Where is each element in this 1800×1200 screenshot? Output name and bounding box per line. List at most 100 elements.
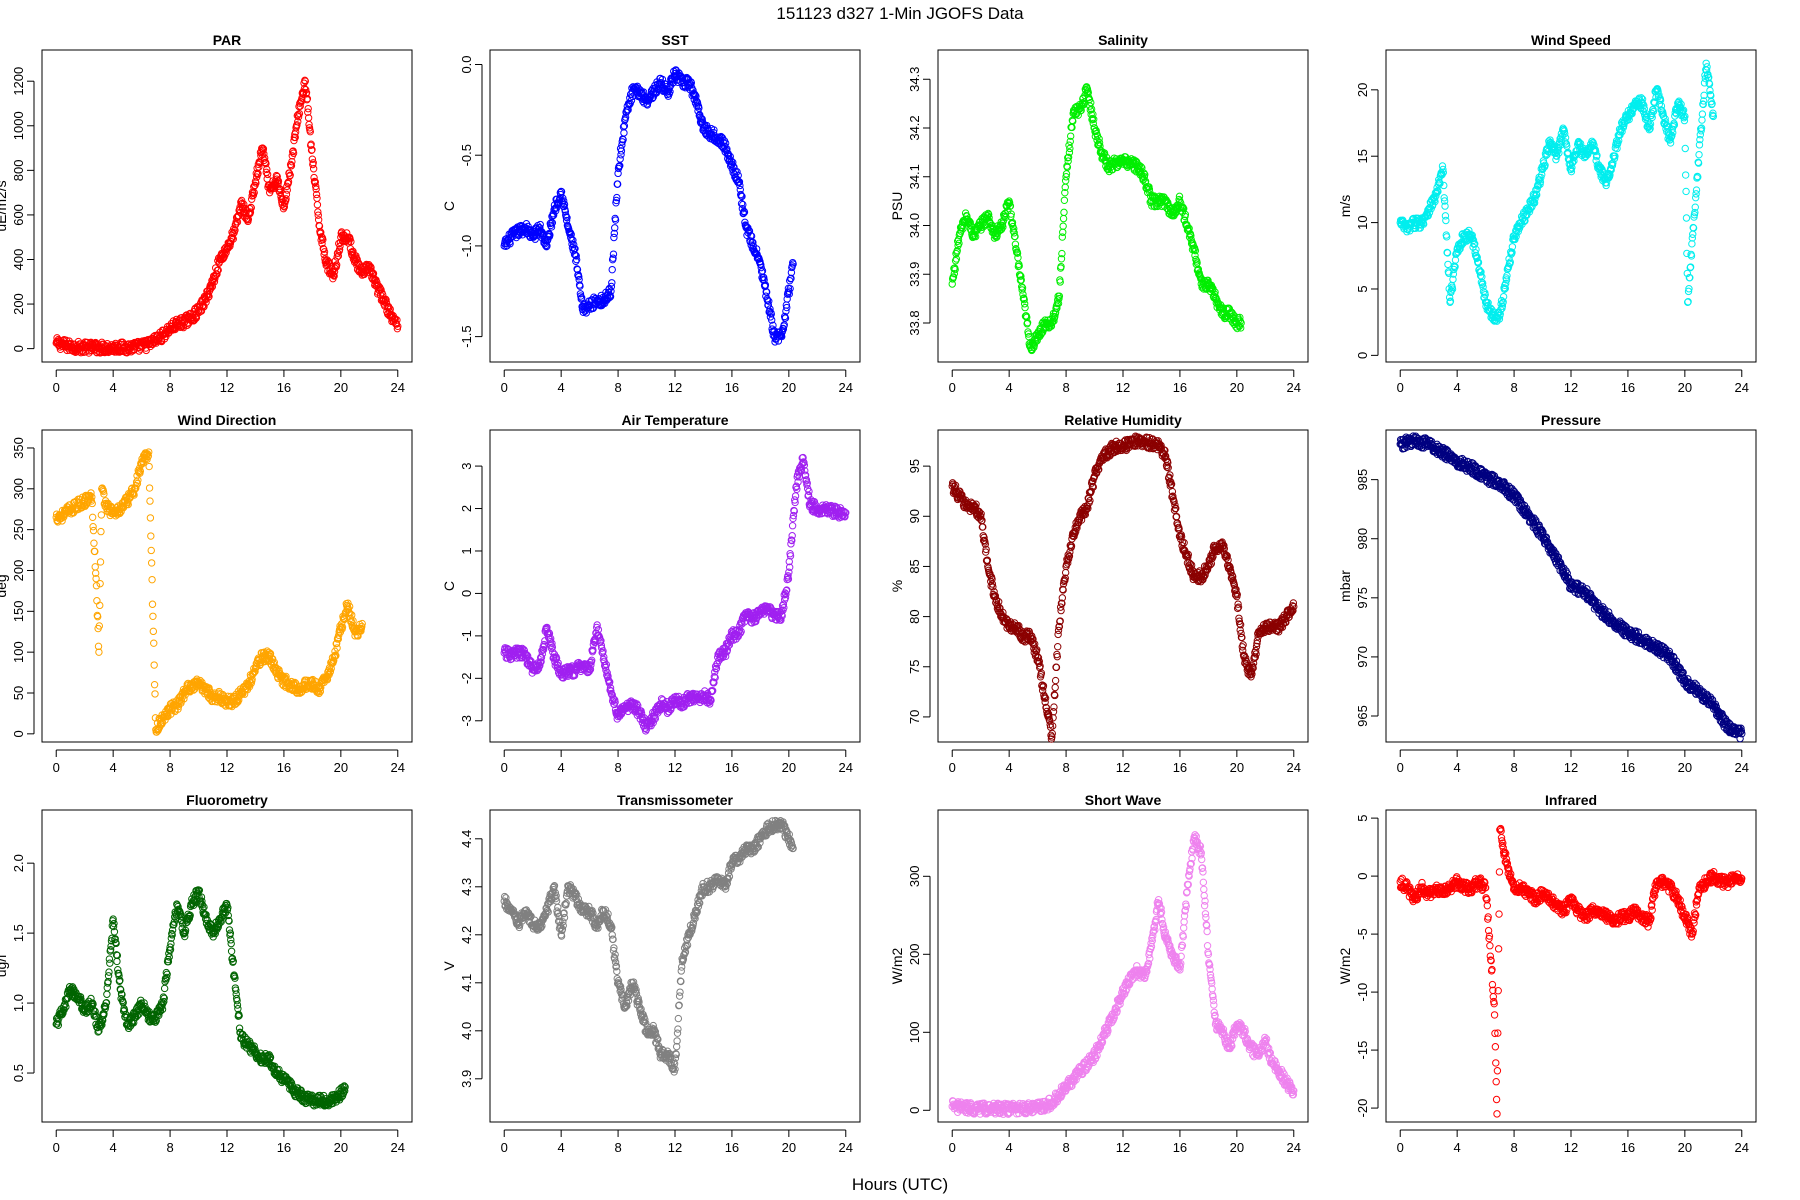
wind-speed-data-point: [1503, 272, 1511, 280]
sst-trace-point: [779, 325, 788, 333]
wind-direction-trace-point: [150, 639, 158, 647]
wind-speed-trace-point: [1431, 198, 1439, 206]
wind-speed-trace-point: [1434, 187, 1442, 196]
salinity-trace-point: [951, 265, 959, 274]
air-temperature-x-tick-label: 4: [558, 760, 565, 775]
wind-direction-y-tick-label: 350: [11, 437, 26, 459]
par-trace-point: [183, 321, 191, 330]
salinity-trace-point: [1140, 169, 1148, 177]
salinity-trace-point: [1066, 144, 1074, 153]
sst-x-tick-label: 0: [501, 380, 508, 395]
relative-humidity-y-tick-label: 85: [907, 559, 922, 573]
air-temperature-trace-point: [788, 532, 796, 540]
relative-humidity-x-tick-label: 20: [1230, 760, 1244, 775]
wind-speed-x-tick-label: 24: [1735, 380, 1749, 395]
par-data-point: [308, 155, 317, 163]
par-trace-point: [200, 303, 208, 311]
wind-direction-x-tick-label: 12: [220, 760, 234, 775]
par-trace-point: [309, 165, 318, 173]
par-trace-point: [301, 86, 310, 94]
sst-data-point: [789, 260, 797, 268]
sst-trace-point: [757, 263, 765, 272]
par-trace-point: [274, 177, 283, 185]
wind-direction-trace-point: [147, 546, 155, 555]
salinity-trace-point: [1059, 214, 1068, 223]
sst-trace-point: [729, 158, 737, 167]
salinity-trace-point: [1007, 210, 1015, 218]
salinity-trace-point: [1069, 117, 1077, 126]
salinity-trace-point: [1005, 199, 1014, 207]
salinity-trace-point: [1053, 304, 1061, 312]
sst-trace-point: [545, 229, 553, 238]
wind-direction-trace-point: [147, 559, 156, 567]
wind-speed-trace-point: [1442, 216, 1450, 225]
par-x-tick-label: 8: [166, 380, 173, 395]
salinity-trace-point: [1064, 153, 1073, 162]
wind-direction-y-tick-label: 100: [11, 641, 26, 663]
sst-trace-point: [708, 130, 716, 138]
relative-humidity-y-tick-label: 80: [907, 609, 922, 623]
sst-trace-point: [752, 245, 761, 253]
sst-trace-point: [610, 229, 619, 238]
sst-trace-point: [693, 99, 702, 107]
par-trace-point: [227, 237, 235, 246]
sst-trace-point: [738, 192, 746, 201]
par-trace-point: [260, 154, 269, 162]
sst-data-point: [763, 296, 772, 305]
wind-speed-y-tick-label: 15: [1355, 149, 1370, 163]
sst-trace-point: [611, 224, 619, 232]
wind-direction-y-tick-label: 50: [11, 686, 26, 700]
wind-speed-trace-point: [1425, 208, 1434, 217]
relative-humidity-ylabel: %: [889, 580, 905, 592]
wind-speed-trace-point: [1440, 181, 1448, 190]
par-x-tick-label: 12: [220, 380, 234, 395]
sst-trace-point: [749, 238, 757, 247]
salinity-trace-point: [1010, 229, 1018, 237]
salinity-title: Salinity: [1098, 32, 1148, 48]
salinity-trace-point: [1061, 188, 1069, 197]
par-trace-point: [314, 208, 322, 216]
sst-y-tick-label: -1.0: [459, 235, 474, 257]
relative-humidity-x-tick-label: 24: [1287, 760, 1301, 775]
air-temperature-x-tick-label: 24: [839, 760, 853, 775]
par-trace-point: [334, 249, 342, 257]
salinity-trace-point: [966, 218, 974, 227]
salinity-trace-point: [1066, 132, 1075, 140]
salinity-trace-point: [1088, 114, 1097, 123]
wind-direction-x-tick-label: 16: [277, 760, 291, 775]
sst-trace-point: [606, 292, 615, 301]
par-trace-point: [228, 234, 237, 242]
par-y-tick-label: 200: [11, 293, 26, 315]
salinity-trace-point: [1002, 213, 1010, 222]
sst-trace-point: [735, 178, 744, 186]
sst-trace-point: [727, 157, 736, 165]
salinity-trace-point: [1033, 336, 1041, 345]
wind-direction-ylabel: deg: [0, 574, 9, 597]
sst-trace-point: [572, 255, 581, 264]
wind-direction-trace-point: [88, 513, 97, 522]
wind-speed-trace-point: [1692, 186, 1701, 194]
wind-speed-trace-point: [1689, 224, 1698, 232]
sst-trace-point: [710, 126, 718, 134]
wind-direction-trace-point: [151, 690, 159, 698]
relative-humidity-trace-point: [1050, 703, 1058, 711]
sst-y-tick-label: -1.5: [459, 325, 474, 347]
sst-trace-point: [552, 204, 561, 212]
wind-direction-trace-point: [93, 597, 101, 605]
par-trace-point: [246, 208, 255, 216]
salinity-trace-point: [1087, 105, 1096, 113]
sst-trace-point: [767, 316, 776, 324]
par-x-tick-label: 4: [110, 380, 117, 395]
salinity-trace-point: [979, 223, 987, 231]
sst-trace-point: [733, 168, 741, 176]
wind-speed-trace-point: [1682, 214, 1691, 222]
par-ylabel: uE/m2/s: [0, 180, 9, 231]
wind-direction-trace-point: [150, 680, 159, 689]
par-y-tick-label: 600: [11, 204, 26, 226]
sst-trace-point: [608, 279, 616, 287]
salinity-trace-point: [1023, 318, 1032, 327]
salinity-trace-point: [1050, 317, 1058, 325]
air-temperature-x-tick-label: 12: [668, 760, 682, 775]
